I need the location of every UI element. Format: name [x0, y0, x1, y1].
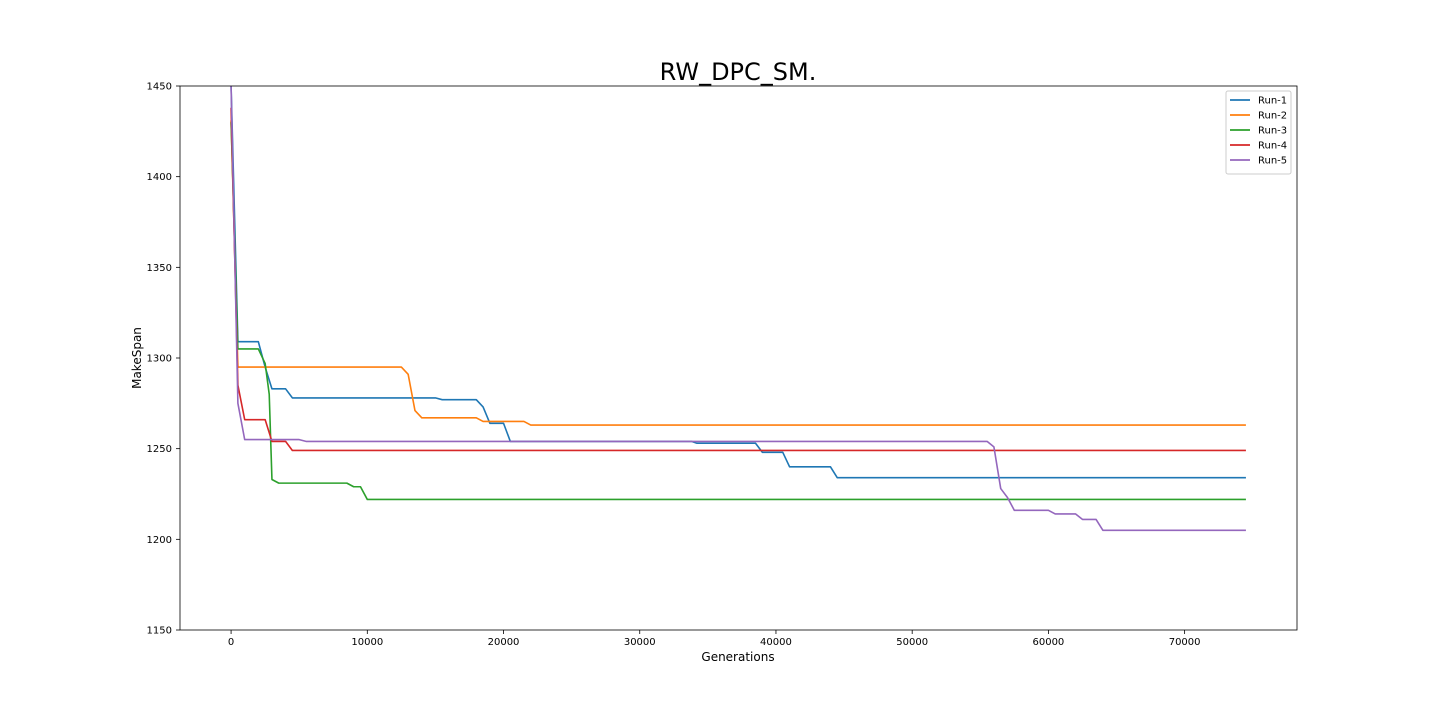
- legend-item-run-1: Run-1: [1230, 96, 1287, 107]
- legend-label: Run-5: [1258, 156, 1287, 167]
- series-line-run-2: [230, 120, 1246, 426]
- legend-label: Run-1: [1258, 96, 1287, 107]
- x-axis-label: Generations: [701, 650, 774, 664]
- series-line-run-3: [230, 122, 1246, 501]
- legend-label: Run-4: [1258, 141, 1287, 152]
- y-axis-label: MakeSpan: [130, 327, 144, 389]
- y-tick-label: 1150: [147, 626, 172, 637]
- x-tick-label: 0: [228, 637, 234, 648]
- legend-label: Run-3: [1258, 126, 1287, 137]
- x-tick-label: 10000: [351, 637, 383, 648]
- plot-area: [179, 85, 1298, 631]
- y-tick-label: 1450: [147, 82, 172, 93]
- series-line-run-5: [230, 86, 1246, 532]
- legend-label: Run-2: [1258, 111, 1287, 122]
- y-tick-label: 1250: [147, 444, 172, 455]
- x-tick-label: 40000: [760, 637, 792, 648]
- x-tick-label: 50000: [896, 637, 928, 648]
- legend-item-run-5: Run-5: [1230, 156, 1287, 167]
- series-line-run-4: [230, 107, 1246, 452]
- x-tick-label: 20000: [488, 637, 520, 648]
- series-lines: [230, 86, 1246, 532]
- legend-item-run-4: Run-4: [1230, 141, 1287, 152]
- legend-box: [1225, 90, 1292, 175]
- legend: Run-1 Run-2 Run-3 Run-4 Run-5: [1225, 90, 1292, 175]
- x-tick-label: 70000: [1169, 637, 1201, 648]
- legend-item-run-2: Run-2: [1230, 111, 1287, 122]
- x-tick-label: 60000: [1032, 637, 1064, 648]
- legend-item-run-3: Run-3: [1230, 126, 1287, 137]
- y-tick-label: 1400: [147, 172, 172, 183]
- y-tick-label: 1300: [147, 354, 172, 365]
- series-line-run-1: [230, 86, 1246, 479]
- y-axis: 1150 1200 1250 1300 1350 1400 1450: [147, 82, 180, 637]
- chart-title: RW_DPC_SM.: [660, 58, 817, 86]
- x-tick-label: 30000: [624, 637, 656, 648]
- y-tick-label: 1200: [147, 535, 172, 546]
- y-tick-label: 1350: [147, 263, 172, 274]
- plot-background: [180, 86, 1297, 630]
- x-axis: 0 10000 20000 30000 40000 50000 60000 70000: [228, 630, 1201, 648]
